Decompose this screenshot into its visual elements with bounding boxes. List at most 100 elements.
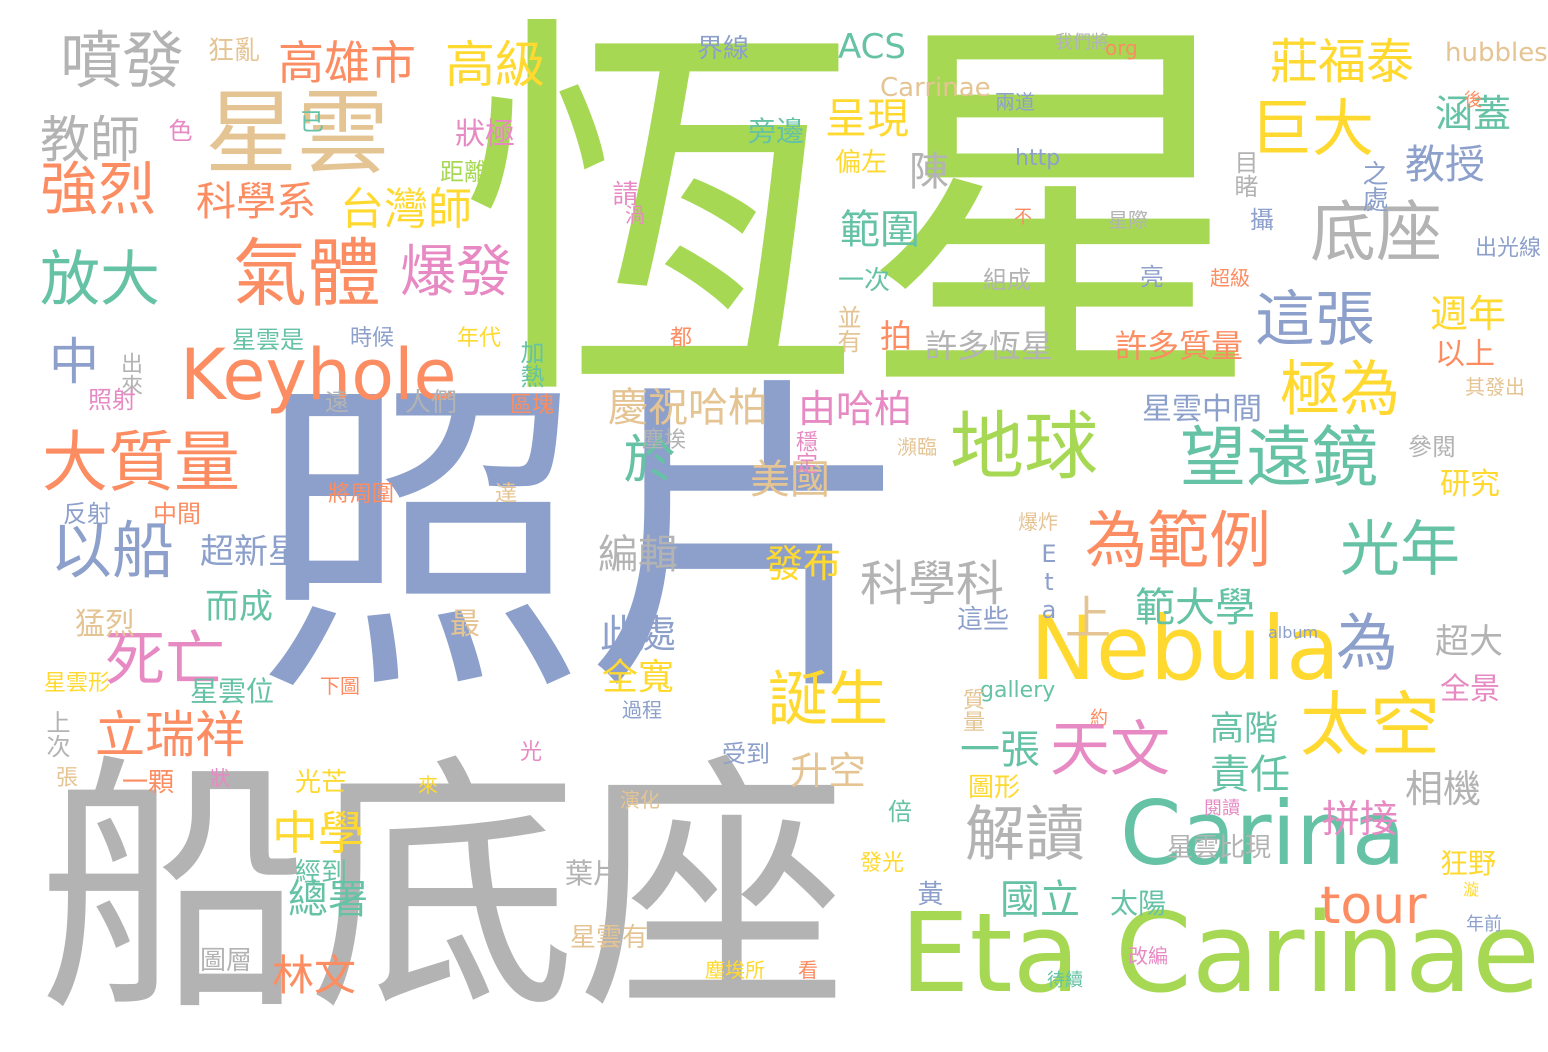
- word-140: 受到: [722, 740, 770, 768]
- word-133: 約: [1090, 708, 1108, 729]
- word-6: Carina: [1120, 782, 1406, 885]
- word-19: 底座: [1310, 194, 1442, 271]
- word-66: 許多質量: [1115, 327, 1244, 365]
- word-109: 時候: [350, 326, 395, 351]
- word-21: 極為: [1280, 355, 1400, 425]
- word-108: 年代: [457, 326, 502, 351]
- word-116: 區塊: [510, 393, 555, 418]
- word-48: 科學系: [196, 179, 316, 225]
- word-94: http: [1015, 146, 1061, 171]
- word-79: 星雲位: [190, 675, 275, 708]
- word-152: 改編: [1128, 944, 1168, 968]
- word-100: 星際: [1108, 208, 1148, 232]
- word-144: 閱讀: [1204, 798, 1240, 819]
- word-60: 編輯: [598, 532, 678, 578]
- word-50: 範圍: [840, 207, 920, 253]
- word-96: 偏左: [835, 148, 888, 178]
- word-156: 圖層: [200, 946, 253, 976]
- word-15: 光年: [1340, 515, 1460, 585]
- word-158: 請: [608, 180, 638, 206]
- word-110: 星雲是: [232, 326, 304, 354]
- word-10: 地球: [950, 404, 1098, 490]
- word-113: 加熱: [516, 340, 544, 388]
- word-107: 都: [670, 326, 693, 351]
- word-22: 巨大: [1250, 92, 1375, 165]
- word-84: 星雲有: [570, 923, 649, 953]
- word-131: 下圖: [320, 674, 360, 698]
- word-71: 超大: [1435, 622, 1503, 662]
- word-9: 噴發: [60, 24, 185, 97]
- word-36: 於: [614, 432, 674, 484]
- word-0: 恆星: [460, 0, 1260, 450]
- word-111: 出來: [117, 352, 142, 396]
- word-12: 大質量: [42, 424, 240, 501]
- word-18: 為: [1325, 610, 1398, 672]
- word-86: 距離: [440, 158, 488, 186]
- word-17: 天文: [1050, 715, 1170, 785]
- word-162: 後: [1461, 90, 1482, 108]
- word-85: 狀極: [455, 117, 515, 152]
- word-40: 總署: [288, 877, 368, 923]
- word-37: 立瑞祥: [95, 706, 245, 764]
- word-155: 塵埃所: [705, 958, 765, 982]
- word-120: 參閱: [1408, 433, 1456, 461]
- word-137: 狀: [210, 766, 230, 790]
- word-118: 穩定: [792, 430, 817, 474]
- word-13: 以船: [50, 514, 175, 587]
- word-33: tour: [1320, 876, 1427, 936]
- word-46: 升空: [790, 749, 867, 793]
- word-59: 發布: [765, 542, 842, 586]
- word-88: 狂亂: [208, 36, 261, 66]
- word-74: 狂野: [1440, 847, 1497, 880]
- word-105: 一次: [838, 266, 891, 296]
- word-115: 人們: [405, 388, 458, 418]
- word-127: Eta: [1035, 540, 1063, 624]
- word-80: 光芒: [295, 768, 348, 798]
- word-24: 強烈: [40, 155, 157, 223]
- word-4: 星雲: [205, 80, 390, 187]
- word-138: 光: [520, 740, 543, 765]
- word-49: 呈現: [825, 94, 910, 143]
- word-141: 過程: [622, 698, 662, 722]
- word-102: 亮: [1140, 263, 1164, 291]
- word-147: 發光: [860, 851, 905, 876]
- word-77: 而成: [205, 587, 273, 627]
- word-124: 將周圍: [328, 482, 395, 507]
- word-14: 為範例: [1085, 504, 1272, 577]
- word-87: 旁邊: [748, 115, 805, 148]
- word-122: 反射: [63, 500, 111, 528]
- word-27: 高級: [445, 36, 545, 94]
- word-125: 達: [495, 482, 518, 507]
- word-68: 高階: [1210, 709, 1278, 749]
- word-161: 已: [300, 108, 324, 136]
- word-51: 陳: [902, 150, 948, 190]
- word-57: 由哈柏: [798, 387, 913, 431]
- word-157: 不: [1011, 207, 1032, 225]
- word-151: 年前: [1466, 914, 1502, 935]
- word-25: 爆發: [400, 240, 512, 305]
- word-7: Nebula: [1030, 597, 1340, 700]
- word-143: 演化: [620, 788, 660, 812]
- word-11: 望遠鏡: [1180, 419, 1378, 496]
- word-64: 拍: [880, 317, 913, 355]
- word-150: 漩: [1463, 880, 1480, 899]
- word-56: 慶祝哈柏: [608, 385, 768, 431]
- word-47: 台灣師: [340, 184, 472, 235]
- word-114: 遠: [325, 388, 349, 416]
- word-149: 黃: [913, 880, 943, 906]
- word-73: 研究: [1440, 467, 1500, 502]
- word-130: 星雲形: [44, 671, 111, 696]
- word-34: 科學科: [860, 556, 1005, 612]
- word-8: 氣體: [233, 231, 381, 317]
- word-95: Carrinae: [880, 73, 991, 103]
- word-62: 全寬: [602, 657, 675, 698]
- word-99: 攝: [1250, 206, 1274, 234]
- word-97: 目睹: [1230, 150, 1258, 198]
- word-148: 質量: [959, 688, 984, 732]
- word-93: 兩道: [995, 90, 1035, 114]
- word-142: 圖形: [968, 773, 1021, 803]
- word-39: 林文: [272, 951, 357, 1000]
- word-63: ACS: [838, 27, 906, 67]
- word-32: 解讀: [965, 800, 1085, 870]
- word-153: 待續: [1047, 970, 1083, 991]
